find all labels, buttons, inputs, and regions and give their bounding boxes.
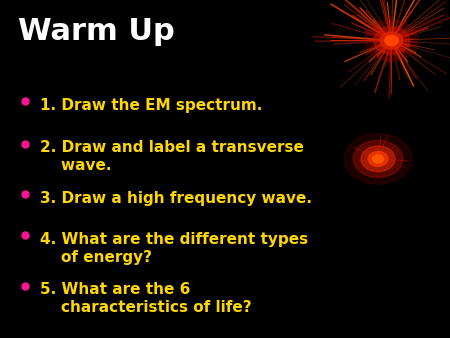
Circle shape — [353, 140, 403, 177]
Circle shape — [344, 134, 412, 184]
Text: Warm Up: Warm Up — [18, 17, 175, 46]
Circle shape — [368, 151, 388, 166]
Text: 5. What are the 6
    characteristics of life?: 5. What are the 6 characteristics of lif… — [40, 282, 252, 315]
Circle shape — [380, 32, 403, 49]
Text: 1. Draw the EM spectrum.: 1. Draw the EM spectrum. — [40, 98, 263, 113]
Text: 3. Draw a high frequency wave.: 3. Draw a high frequency wave. — [40, 191, 312, 206]
Circle shape — [364, 20, 418, 61]
Circle shape — [385, 35, 398, 46]
Circle shape — [373, 155, 383, 163]
Text: 2. Draw and label a transverse
    wave.: 2. Draw and label a transverse wave. — [40, 140, 304, 173]
Text: 4. What are the different types
    of energy?: 4. What are the different types of energ… — [40, 232, 309, 265]
Circle shape — [361, 146, 395, 172]
Circle shape — [374, 27, 410, 54]
